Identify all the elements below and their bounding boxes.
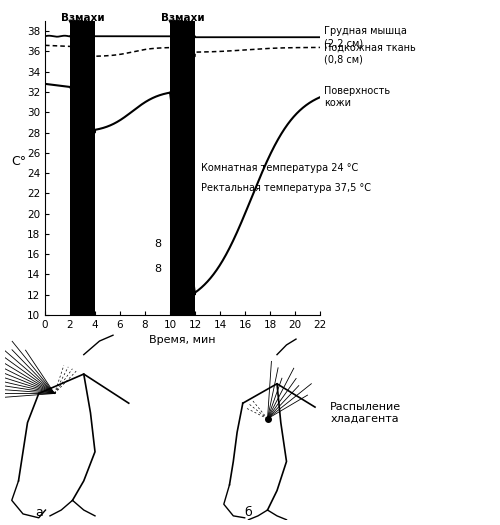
Bar [170,21,195,315]
Text: б: б [244,506,252,519]
Text: Подкожная ткань
(0,8 см): Подкожная ткань (0,8 см) [324,43,416,64]
Bar [70,21,95,315]
Text: Комнатная температура 24 °C: Комнатная температура 24 °C [201,163,358,173]
Y-axis label: C°: C° [11,155,26,168]
Text: 8: 8 [154,265,161,275]
X-axis label: Время, мин: Время, мин [149,335,216,345]
Text: Взмахи: Взмахи [160,13,204,23]
Text: Ректальная температура 37,5 °C: Ректальная температура 37,5 °C [201,183,371,193]
Text: 8: 8 [154,239,161,249]
Text: Распыление
хладагента: Распыление хладагента [330,402,402,424]
Text: Взмахи: Взмахи [60,13,104,23]
Text: Поверхность
кожи: Поверхность кожи [324,86,390,108]
Text: а: а [35,506,42,519]
Text: Грудная мышца
(2,2 см): Грудная мышца (2,2 см) [324,26,406,48]
